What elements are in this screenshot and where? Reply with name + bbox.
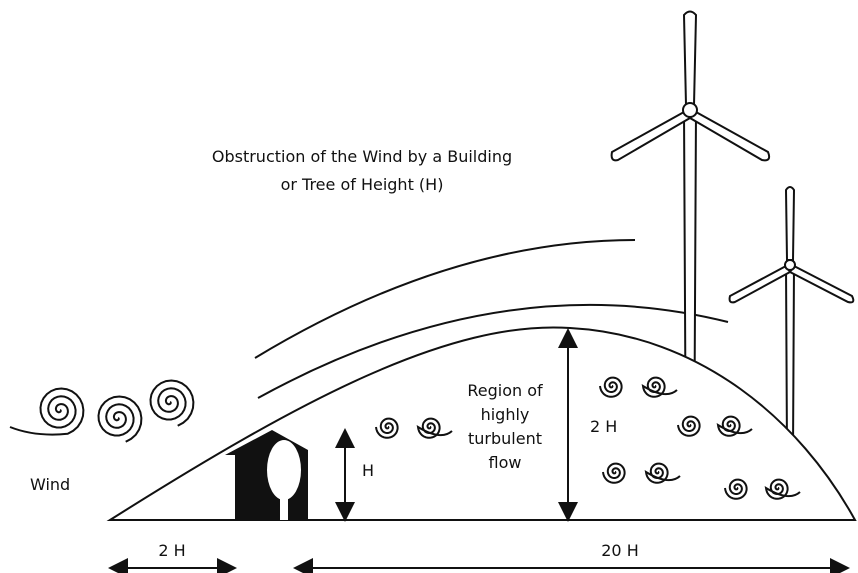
region-label: flow <box>489 453 522 472</box>
wind-label: Wind <box>30 475 70 494</box>
region-label: highly <box>481 405 530 424</box>
swirl <box>9 387 85 436</box>
title-line: or Tree of Height (H) <box>281 175 444 194</box>
swirl <box>641 376 678 398</box>
swirl <box>149 379 195 427</box>
swirl <box>599 376 623 398</box>
swirl <box>677 415 701 437</box>
swirl <box>724 478 748 500</box>
region-label: turbulent <box>468 429 542 448</box>
swirls <box>9 376 801 500</box>
region-label: Region of <box>467 381 543 400</box>
swirl <box>644 462 681 484</box>
title-line: Obstruction of the Wind by a Building <box>212 147 512 166</box>
swirl <box>764 478 801 500</box>
swirl <box>375 417 399 439</box>
swirl <box>716 415 753 437</box>
flow-line <box>257 303 729 399</box>
distance-label: 2 H <box>158 541 185 560</box>
height-label: H <box>362 461 374 480</box>
swirl <box>97 395 143 443</box>
tree <box>267 440 301 520</box>
swirl <box>602 462 626 484</box>
flow-line <box>254 239 636 359</box>
swirl <box>416 417 453 439</box>
distance-label: 20 H <box>601 541 638 560</box>
region-height-label: 2 H <box>590 417 617 436</box>
